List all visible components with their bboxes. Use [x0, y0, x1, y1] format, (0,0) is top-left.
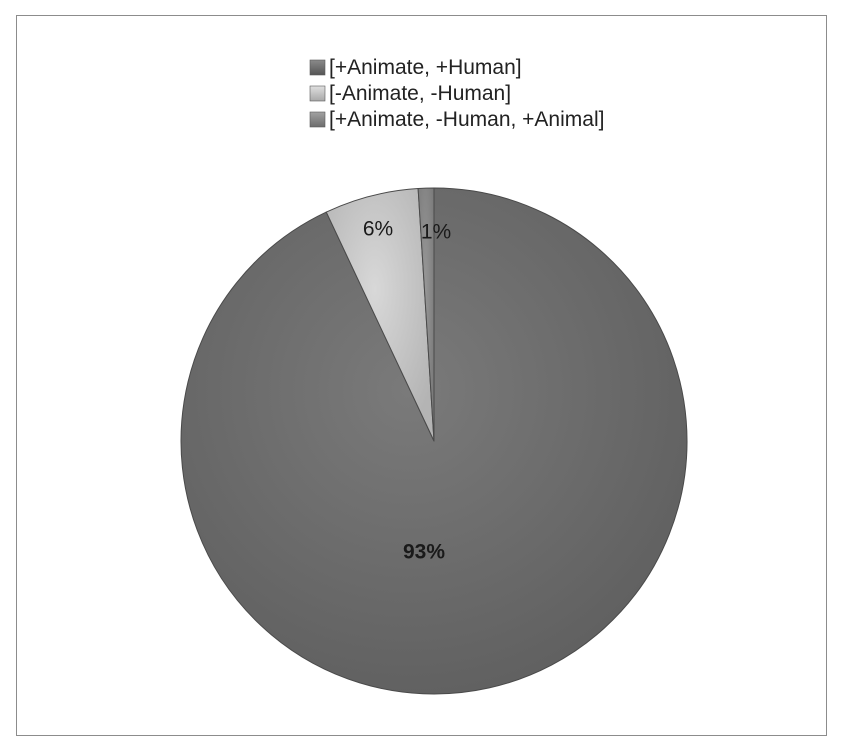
legend-item: [+Animate, +Human]: [309, 56, 522, 79]
legend: [+Animate, +Human] [-Animate, -Human] [+An…: [309, 56, 604, 131]
slice-data-label: 6%: [363, 218, 393, 241]
legend-swatch: [309, 111, 326, 128]
legend-label: [+Animate, +Human]: [329, 56, 522, 79]
pie-chart: [+Animate, +Human] [-Animate, -Human] [+An…: [180, 56, 688, 695]
legend-item: [-Animate, -Human]: [309, 82, 511, 105]
legend-swatch: [309, 59, 326, 76]
slice-data-label: 93%: [403, 541, 445, 564]
slice-data-label: 1%: [421, 221, 451, 244]
legend-label: [+Animate, -Human, +Animal]: [329, 108, 604, 131]
pie-slice: [417, 187, 435, 442]
pie-slices: [180, 187, 688, 695]
data-labels: 93% 6% 1%: [363, 218, 451, 564]
legend-swatch: [309, 85, 326, 102]
legend-label: [-Animate, -Human]: [329, 82, 511, 105]
legend-item: [+Animate, -Human, +Animal]: [309, 108, 604, 131]
chart-frame: [+Animate, +Human] [-Animate, -Human] [+An…: [16, 15, 827, 736]
